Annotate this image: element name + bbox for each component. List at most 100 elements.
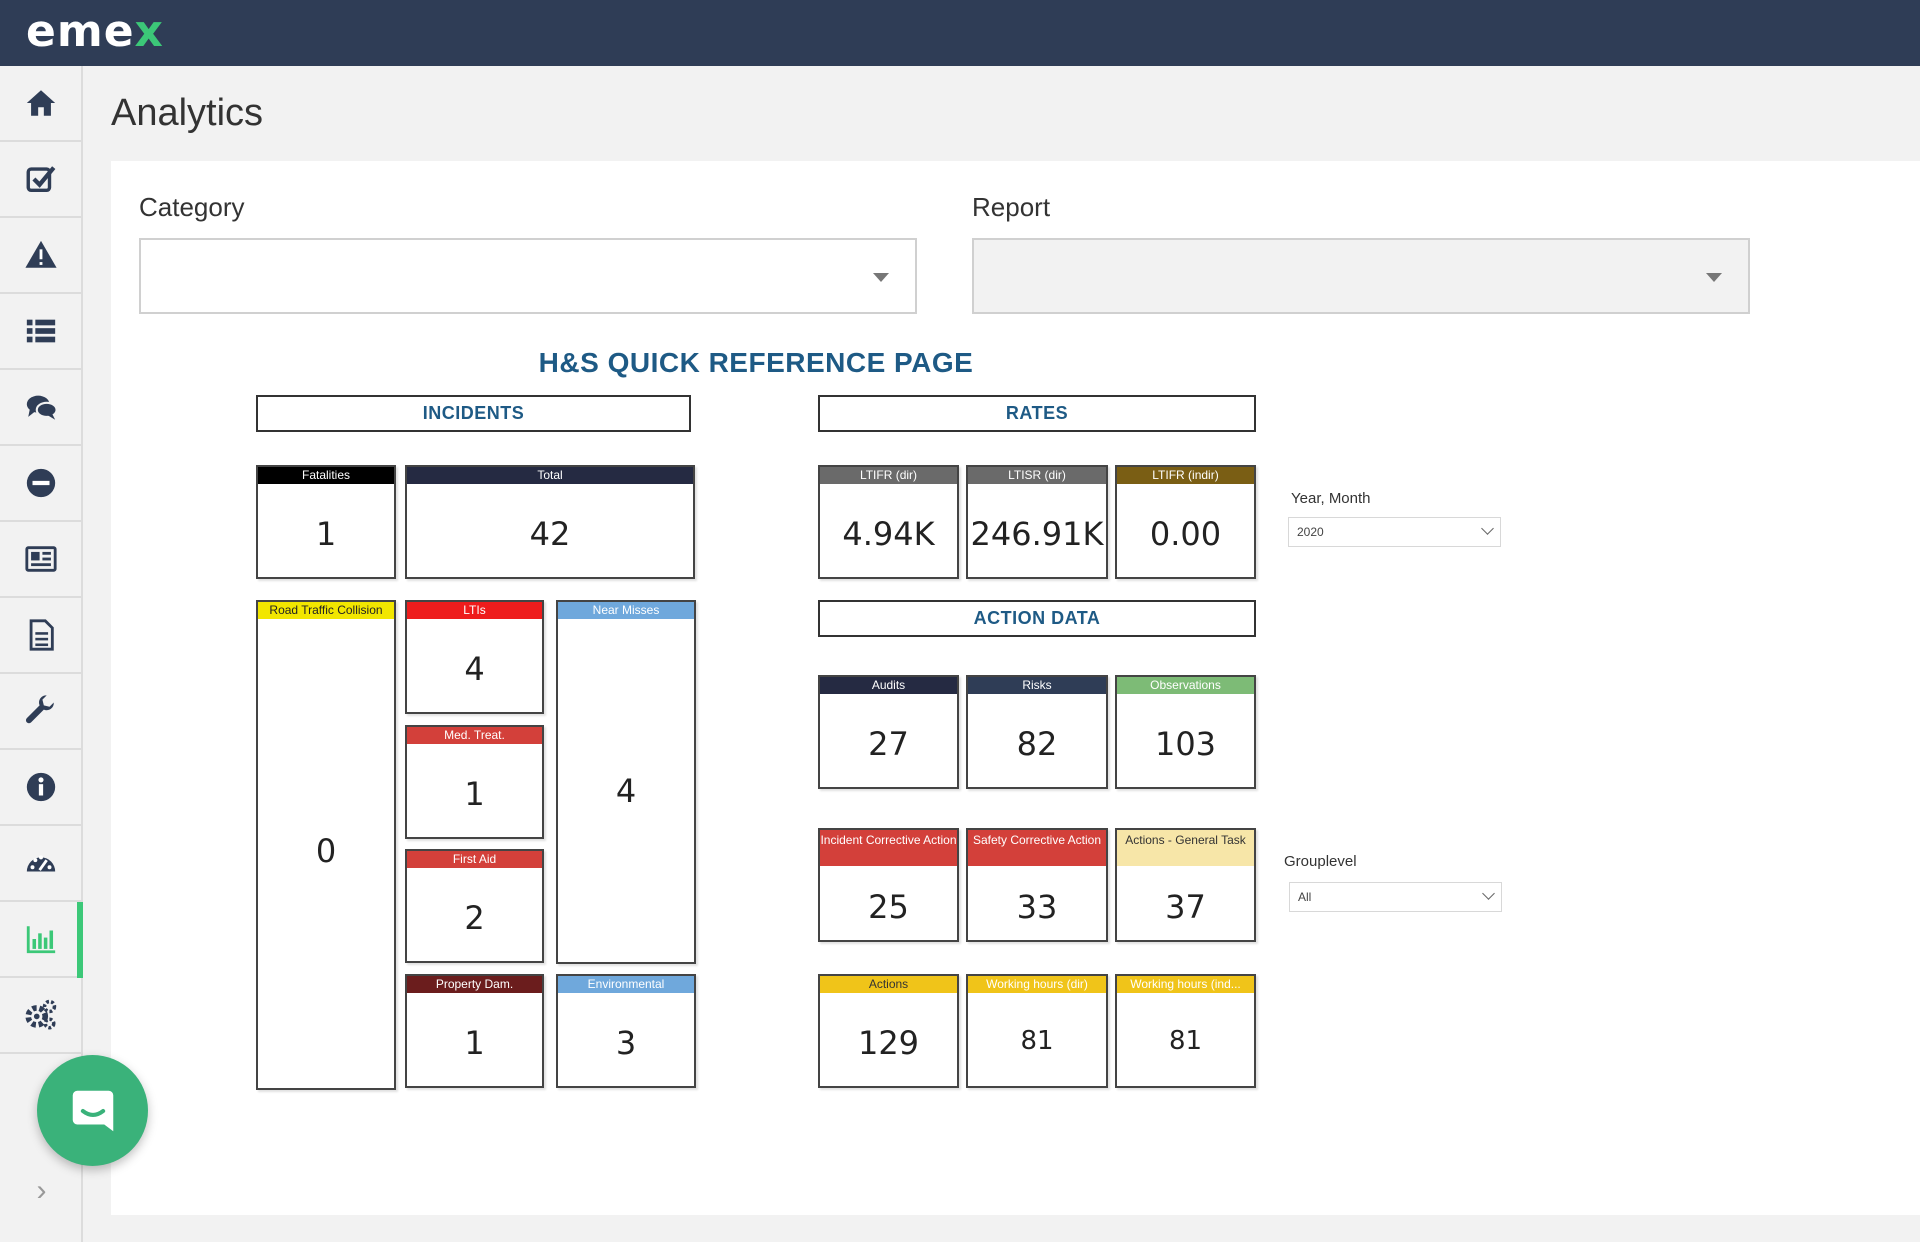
tile-ltisr-dir[interactable]: LTISR (dir) 246.91K (966, 465, 1108, 579)
analytics-card: Category Report H&S QUICK REFERENCE PAGE… (111, 161, 1920, 1215)
tile-incident-corrective-value: 25 (868, 888, 909, 926)
sidebar-item-communications[interactable] (0, 370, 81, 446)
tile-ltisr-dir-value: 246.91K (970, 515, 1104, 553)
tile-actions[interactable]: Actions 129 (818, 974, 959, 1088)
tile-audits[interactable]: Audits 27 (818, 675, 959, 789)
tile-med-treat-value: 1 (464, 775, 485, 813)
tile-environmental-label: Environmental (558, 976, 694, 993)
gears-icon (24, 999, 56, 1030)
tile-property-dam-label: Property Dam. (407, 976, 542, 993)
sidebar-item-news[interactable] (0, 522, 81, 598)
sidebar-item-dashboard[interactable] (0, 826, 81, 902)
sidebar-item-analytics[interactable] (0, 902, 83, 978)
emex-logo[interactable]: emex (26, 6, 164, 57)
tile-risks-value: 82 (1016, 725, 1058, 763)
tile-audits-value: 27 (868, 725, 909, 763)
section-rates: RATES (818, 395, 1256, 432)
tile-first-aid-value: 2 (464, 899, 485, 937)
document-icon (29, 619, 54, 651)
tile-ltisr-dir-label: LTISR (dir) (968, 467, 1106, 484)
tile-ltifr-indir[interactable]: LTIFR (indir) 0.00 (1115, 465, 1256, 579)
tile-fatalities-value: 1 (315, 515, 337, 553)
tile-environmental[interactable]: Environmental 3 (556, 974, 696, 1088)
sidebar-item-info[interactable] (0, 750, 81, 826)
tile-ltis[interactable]: LTIs 4 (405, 600, 544, 714)
tile-rtc-value: 0 (315, 832, 337, 870)
report-label: Report (972, 192, 1051, 222)
tile-risks[interactable]: Risks 82 (966, 675, 1108, 789)
tile-actions-label: Actions (820, 976, 957, 993)
category-select[interactable] (139, 238, 917, 314)
tile-working-hours-dir[interactable]: Working hours (dir) 81 (966, 974, 1108, 1088)
grouplevel-slicer[interactable]: All (1289, 882, 1502, 912)
page-title: Analytics (111, 92, 264, 134)
tile-first-aid[interactable]: First Aid 2 (405, 849, 544, 963)
tile-working-hours-ind-label: Working hours (ind... (1117, 976, 1254, 993)
tile-near-misses[interactable]: Near Misses 4 (556, 600, 696, 964)
tile-working-hours-ind[interactable]: Working hours (ind... 81 (1115, 974, 1256, 1088)
tile-observations-value: 103 (1154, 725, 1217, 763)
tile-observations[interactable]: Observations 103 (1115, 675, 1256, 789)
report-select[interactable] (972, 238, 1750, 314)
chat-bubble-icon (72, 1090, 113, 1131)
tile-safety-corrective-value: 33 (1016, 888, 1058, 926)
report-title: H&S QUICK REFERENCE PAGE (538, 347, 974, 378)
tile-actions-value: 129 (857, 1024, 920, 1062)
top-bar: emex (0, 0, 1920, 66)
section-incidents: INCIDENTS (256, 395, 691, 432)
tile-incident-corrective-label: Incident Corrective Action (820, 830, 957, 866)
sidebar-item-tools[interactable] (0, 674, 81, 750)
tile-ltifr-indir-value: 0.00 (1149, 515, 1222, 553)
tile-fatalities[interactable]: Fatalities 1 (256, 465, 396, 579)
tile-near-misses-label: Near Misses (558, 602, 694, 619)
year-month-label: Year, Month (1291, 490, 1371, 507)
tile-environmental-value: 3 (615, 1024, 637, 1062)
info-icon (26, 772, 55, 802)
sidebar-item-nonconformance[interactable] (0, 446, 81, 522)
tile-ltis-value: 4 (464, 650, 485, 688)
tile-ltifr-dir[interactable]: LTIFR (dir) 4.94K (818, 465, 959, 579)
grouplevel-chevron-down-icon (1482, 887, 1495, 900)
tile-observations-label: Observations (1117, 677, 1254, 694)
sidebar: › (0, 66, 83, 1242)
tile-ltifr-dir-value: 4.94K (842, 515, 935, 553)
newspaper-icon (24, 546, 57, 572)
section-action-data: ACTION DATA (818, 600, 1256, 637)
tile-first-aid-label: First Aid (407, 851, 542, 868)
report-dropdown-caret-icon (1706, 273, 1722, 282)
tile-ltis-label: LTIs (407, 602, 542, 619)
sidebar-item-documents[interactable] (0, 598, 81, 674)
tile-fatalities-label: Fatalities (258, 467, 394, 484)
tile-incident-corrective-action[interactable]: Incident Corrective Action 25 (818, 828, 959, 942)
grouplevel-label: Grouplevel (1284, 853, 1357, 870)
tile-safety-corrective-action[interactable]: Safety Corrective Action 33 (966, 828, 1108, 942)
tile-property-damage[interactable]: Property Dam. 1 (405, 974, 544, 1088)
tile-working-hours-dir-value: 81 (1020, 1026, 1054, 1056)
tile-med-treat[interactable]: Med. Treat. 1 (405, 725, 544, 839)
tile-actions-general-task[interactable]: Actions - General Task 37 (1115, 828, 1256, 942)
sidebar-expand-chevron-icon[interactable]: › (36, 1174, 47, 1207)
sidebar-item-tasks[interactable] (0, 142, 81, 218)
tile-total[interactable]: Total 42 (405, 465, 695, 579)
tile-rtc-label: Road Traffic Collision (258, 602, 394, 619)
sidebar-item-registers[interactable] (0, 294, 81, 370)
tile-working-hours-dir-label: Working hours (dir) (968, 976, 1106, 993)
tile-working-hours-ind-value: 81 (1168, 1026, 1203, 1056)
tile-total-label: Total (407, 467, 693, 484)
tile-total-value: 42 (529, 515, 571, 553)
warning-icon (24, 240, 57, 268)
sidebar-item-settings[interactable] (0, 978, 81, 1054)
wrench-icon (25, 695, 54, 724)
year-month-slicer[interactable]: 2020 (1288, 517, 1501, 547)
sidebar-item-incidents[interactable] (0, 218, 81, 294)
tile-audits-label: Audits (820, 677, 957, 694)
tile-actions-general-value: 37 (1165, 888, 1206, 926)
list-icon (26, 319, 55, 343)
tile-ltifr-indir-label: LTIFR (indir) (1117, 467, 1254, 484)
sidebar-item-home[interactable] (0, 66, 81, 142)
tile-road-traffic-collision[interactable]: Road Traffic Collision 0 (256, 600, 396, 1090)
minus-circle-icon (26, 468, 55, 498)
tile-property-dam-value: 1 (464, 1024, 485, 1062)
tile-ltifr-dir-label: LTIFR (dir) (820, 467, 957, 484)
chat-launcher-button[interactable] (37, 1055, 148, 1166)
